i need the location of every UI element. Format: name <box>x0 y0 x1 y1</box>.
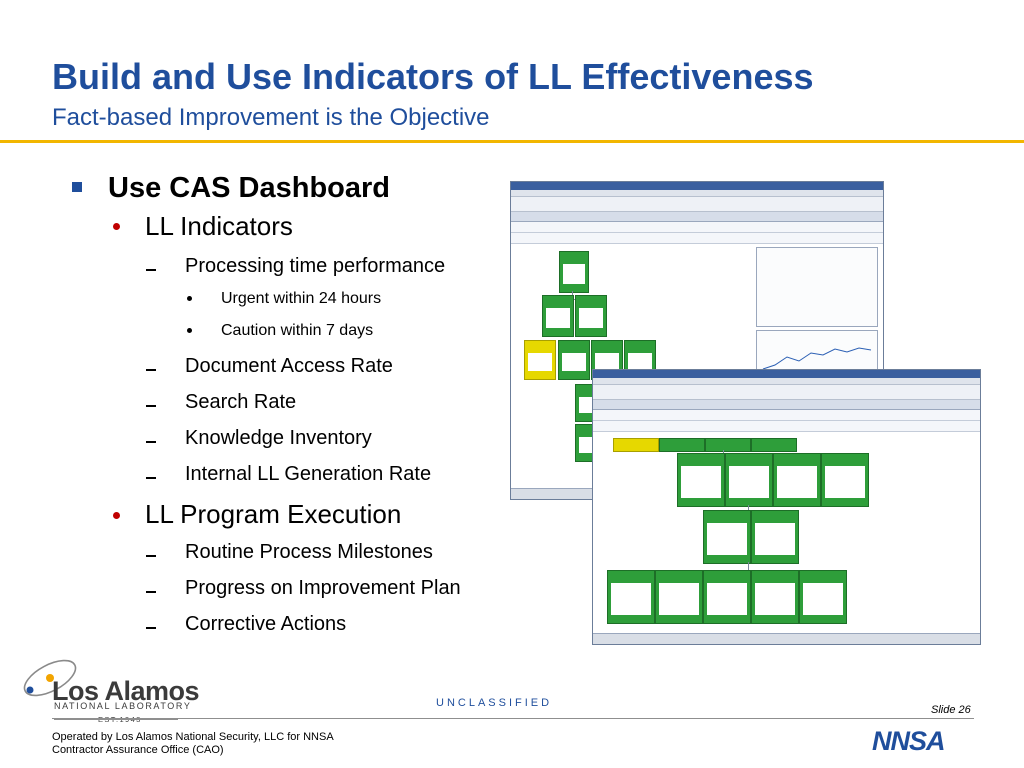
indicator-tile <box>799 570 847 624</box>
bullet-urgent: Urgent within 24 hours <box>221 290 382 307</box>
operated-by-line1: Operated by Los Alamos National Security… <box>52 731 334 743</box>
operated-by-line2: Contractor Assurance Office (CAO) <box>52 744 224 756</box>
square-bullet-icon <box>72 182 82 192</box>
tab-strip <box>511 212 883 222</box>
indicator-tile <box>677 453 725 507</box>
indicator-tile-caution <box>613 438 659 452</box>
dot-bullet-icon <box>187 328 192 333</box>
indicator-tile <box>542 295 574 337</box>
logo-est-rule <box>54 719 178 720</box>
indicator-tile <box>559 251 589 293</box>
dash-bullet-icon <box>146 591 156 593</box>
window-title-bar <box>593 370 980 378</box>
indicator-tile <box>751 510 799 564</box>
indicator-tile <box>751 438 797 452</box>
tab-strip <box>593 400 980 410</box>
indicator-tile <box>751 570 799 624</box>
bullet-document-access-rate: Document Access Rate <box>185 355 393 377</box>
dash-bullet-icon <box>146 405 156 407</box>
bullet-routine-process-milestones: Routine Process Milestones <box>185 541 433 563</box>
bullet-processing-time: Processing time performance <box>185 255 446 277</box>
lab-logo-subtitle: NATIONAL LABORATORY <box>54 701 192 711</box>
menu-bar <box>511 190 883 197</box>
dashboard-screenshot-front <box>592 369 981 645</box>
slide-subtitle: Fact-based Improvement is the Objective <box>52 104 490 131</box>
footer-rule <box>52 718 974 719</box>
details-panel <box>756 247 878 327</box>
dash-bullet-icon <box>146 369 156 371</box>
filter-row <box>593 410 980 421</box>
bullet-knowledge-inventory: Knowledge Inventory <box>185 427 372 449</box>
action-row <box>511 233 883 244</box>
bullet-progress-improvement-plan: Progress on Improvement Plan <box>185 577 461 599</box>
indicator-tile <box>607 570 655 624</box>
red-dot-bullet-icon <box>113 223 120 230</box>
classification-marking: UNCLASSIFIED <box>436 697 553 709</box>
bullet-internal-ll-generation: Internal LL Generation Rate <box>185 463 432 485</box>
dash-bullet-icon <box>146 627 156 629</box>
bullet-caution: Caution within 7 days <box>221 322 374 339</box>
bullet-ll-indicators: LL Indicators <box>145 211 293 241</box>
indicator-tile-caution <box>524 340 556 380</box>
action-row <box>593 421 980 432</box>
dash-bullet-icon <box>146 555 156 557</box>
filter-row <box>511 222 883 233</box>
indicator-tile <box>659 438 705 452</box>
dash-bullet-icon <box>146 269 156 271</box>
red-dot-bullet-icon <box>113 512 120 519</box>
window-title-bar <box>511 182 883 190</box>
dash-bullet-icon <box>146 441 156 443</box>
menu-bar <box>593 378 980 385</box>
slide-title: Build and Use Indicators of LL Effective… <box>52 56 814 97</box>
indicator-tile <box>725 453 773 507</box>
status-bar <box>593 633 980 644</box>
bullet-use-cas-dashboard: Use CAS Dashboard <box>108 172 391 204</box>
operated-by-text: Operated by Los Alamos National Security… <box>52 731 334 757</box>
slide-number: Slide 26 <box>931 704 971 716</box>
dash-bullet-icon <box>146 477 156 479</box>
indicator-tile <box>705 438 751 452</box>
bullet-search-rate: Search Rate <box>185 391 297 413</box>
dot-bullet-icon <box>187 296 192 301</box>
nnsa-logo-icon: NNSA <box>872 726 946 756</box>
index-chart-sparkline <box>762 347 872 370</box>
indicator-tile <box>821 453 869 507</box>
indicator-tile <box>703 570 751 624</box>
toolbar <box>593 385 980 400</box>
indicator-tile <box>703 510 751 564</box>
bullet-corrective-actions: Corrective Actions <box>185 613 347 635</box>
header-rule <box>0 140 1024 143</box>
indicator-tile <box>773 453 821 507</box>
indicator-tile <box>575 295 607 337</box>
atom-orbit-logo-icon <box>23 659 77 697</box>
lab-logo-name: Los Alamos <box>52 676 200 706</box>
bullet-ll-program-execution: LL Program Execution <box>145 499 402 529</box>
toolbar <box>511 197 883 212</box>
indicator-tile <box>655 570 703 624</box>
indicator-tile <box>558 340 590 380</box>
